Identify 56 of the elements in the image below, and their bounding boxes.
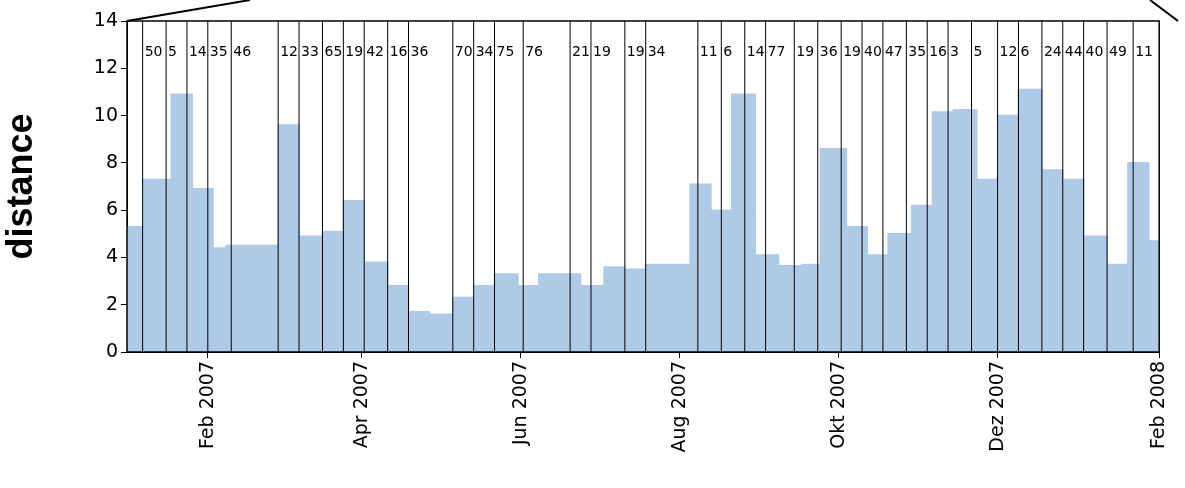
ref-line-label: 40 <box>1085 42 1104 59</box>
ref-line-label: 33 <box>301 42 319 59</box>
y-tick-label: 10 <box>93 102 118 125</box>
ref-line-label: 19 <box>626 42 645 59</box>
y-tick-label: 14 <box>93 7 118 30</box>
ref-line-label: 19 <box>345 42 364 59</box>
x-tick-label: Feb 2008 <box>1146 361 1169 450</box>
ref-line-label: 3 <box>950 42 959 59</box>
ref-line-label: 34 <box>647 42 666 59</box>
ref-line-label: 16 <box>389 42 408 59</box>
ref-line-label: 24 <box>1043 42 1062 59</box>
ref-line-label: 36 <box>819 42 838 59</box>
y-tick-label: 8 <box>105 149 118 172</box>
ref-line-label: 11 <box>1135 42 1153 59</box>
ref-line-label: 70 <box>454 42 473 59</box>
y-tick-label: 2 <box>105 291 118 314</box>
ref-line-label: 19 <box>843 42 862 59</box>
ref-line-label: 47 <box>884 42 903 59</box>
ref-line-label: 35 <box>908 42 927 59</box>
ref-line-label: 42 <box>366 42 385 59</box>
y-axis-title: distance <box>0 113 40 260</box>
x-tick-label: Aug 2007 <box>666 361 689 453</box>
x-tick-label: Apr 2007 <box>348 361 371 449</box>
y-tick-label: 4 <box>105 244 118 267</box>
y-tick-label: 0 <box>105 338 118 361</box>
ref-line-label: 49 <box>1109 42 1127 59</box>
ref-line-label: 77 <box>767 42 786 59</box>
x-tick-label: Dez 2007 <box>984 361 1007 452</box>
ref-line-label: 14 <box>188 42 207 59</box>
ref-line-label: 5 <box>168 42 178 59</box>
x-tick-label: Jun 2007 <box>507 361 530 447</box>
ref-line-label: 65 <box>324 42 343 59</box>
ref-line-label: 21 <box>572 42 590 59</box>
ref-line-label: 46 <box>233 42 252 59</box>
ref-line-label: 12 <box>999 42 1018 59</box>
ref-line-label: 5 <box>973 42 983 59</box>
ref-line-label: 6 <box>1020 42 1030 59</box>
ref-line-label: 19 <box>796 42 815 59</box>
ref-line-label: 36 <box>410 42 429 59</box>
ref-line-label: 11 <box>699 42 718 59</box>
ref-line-label: 40 <box>864 42 882 59</box>
y-tick-label: 12 <box>93 55 118 78</box>
ref-line-label: 12 <box>280 42 299 59</box>
ref-line-label: 34 <box>475 42 494 59</box>
ref-line-label: 35 <box>209 42 228 59</box>
ref-line-label: 44 <box>1064 42 1083 59</box>
ref-line-label: 6 <box>723 42 733 59</box>
ref-line-label: 76 <box>525 42 544 59</box>
x-tick-label: Okt 2007 <box>825 361 848 449</box>
x-tick-label: Feb 2007 <box>194 361 217 450</box>
ref-line-label: 50 <box>144 42 163 59</box>
ref-line-label: 75 <box>496 42 515 59</box>
ref-line-label: 19 <box>592 42 611 59</box>
ref-line-label: 14 <box>746 42 765 59</box>
ref-line-label: 16 <box>929 42 948 59</box>
y-tick-label: 6 <box>105 197 118 220</box>
